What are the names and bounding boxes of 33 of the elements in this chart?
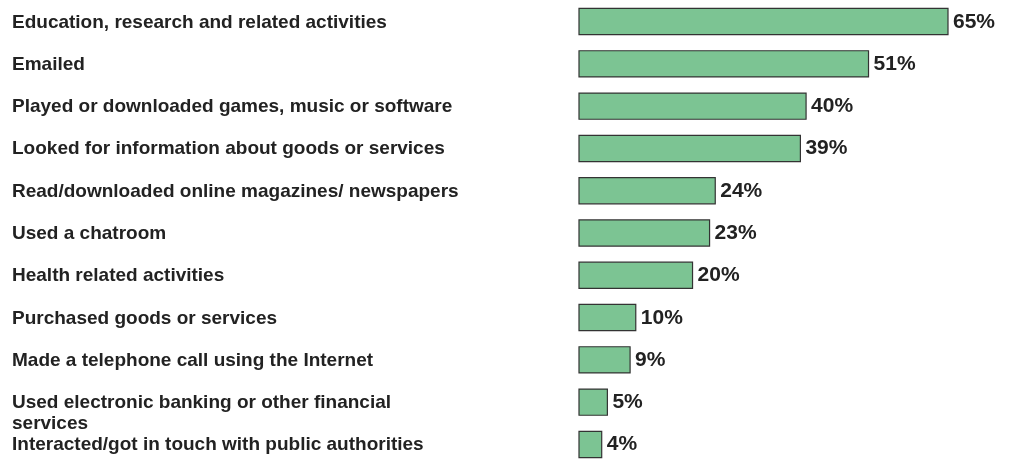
y-tick-label: Made a telephone call using the Internet (12, 348, 374, 370)
bar (578, 219, 711, 247)
y-tick-label: Used a chatroom (12, 222, 167, 243)
data-label: 24% (720, 177, 763, 201)
data-label: 23% (714, 220, 757, 243)
y-tick-label: Looked for information about goods or services (12, 137, 445, 159)
bar (578, 7, 949, 36)
y-tick-label: Played or downloaded games, music or software (12, 95, 453, 117)
y-tick-label: Health related activities (12, 264, 225, 286)
data-label: 5% (612, 389, 644, 413)
bar (578, 430, 603, 459)
data-label: 40% (811, 93, 854, 117)
bar (578, 92, 807, 120)
y-tick-label: Purchased goods or services (12, 306, 278, 328)
bar (578, 303, 637, 332)
y-tick-label: Education, research and related activities (12, 10, 387, 32)
bar (578, 177, 716, 205)
bar (578, 134, 801, 163)
data-label: 9% (635, 346, 666, 370)
bar (578, 388, 608, 416)
y-tick-label: Used electronic banking or other financial services (12, 391, 392, 434)
data-label: 20% (697, 262, 740, 286)
bar (578, 261, 694, 289)
data-label: 10% (640, 304, 684, 328)
data-label: 65% (953, 8, 996, 32)
data-label: 51% (873, 50, 916, 74)
bar (578, 50, 870, 78)
bar (578, 346, 631, 374)
data-label: 4% (606, 431, 638, 455)
data-label: 39% (805, 135, 848, 159)
y-tick-label: Emailed (12, 52, 85, 74)
y-tick-label: Read/downloaded online magazines/ newspapers (12, 179, 459, 201)
y-tick-label: Interacted/got in touch with public authorities (12, 433, 424, 455)
